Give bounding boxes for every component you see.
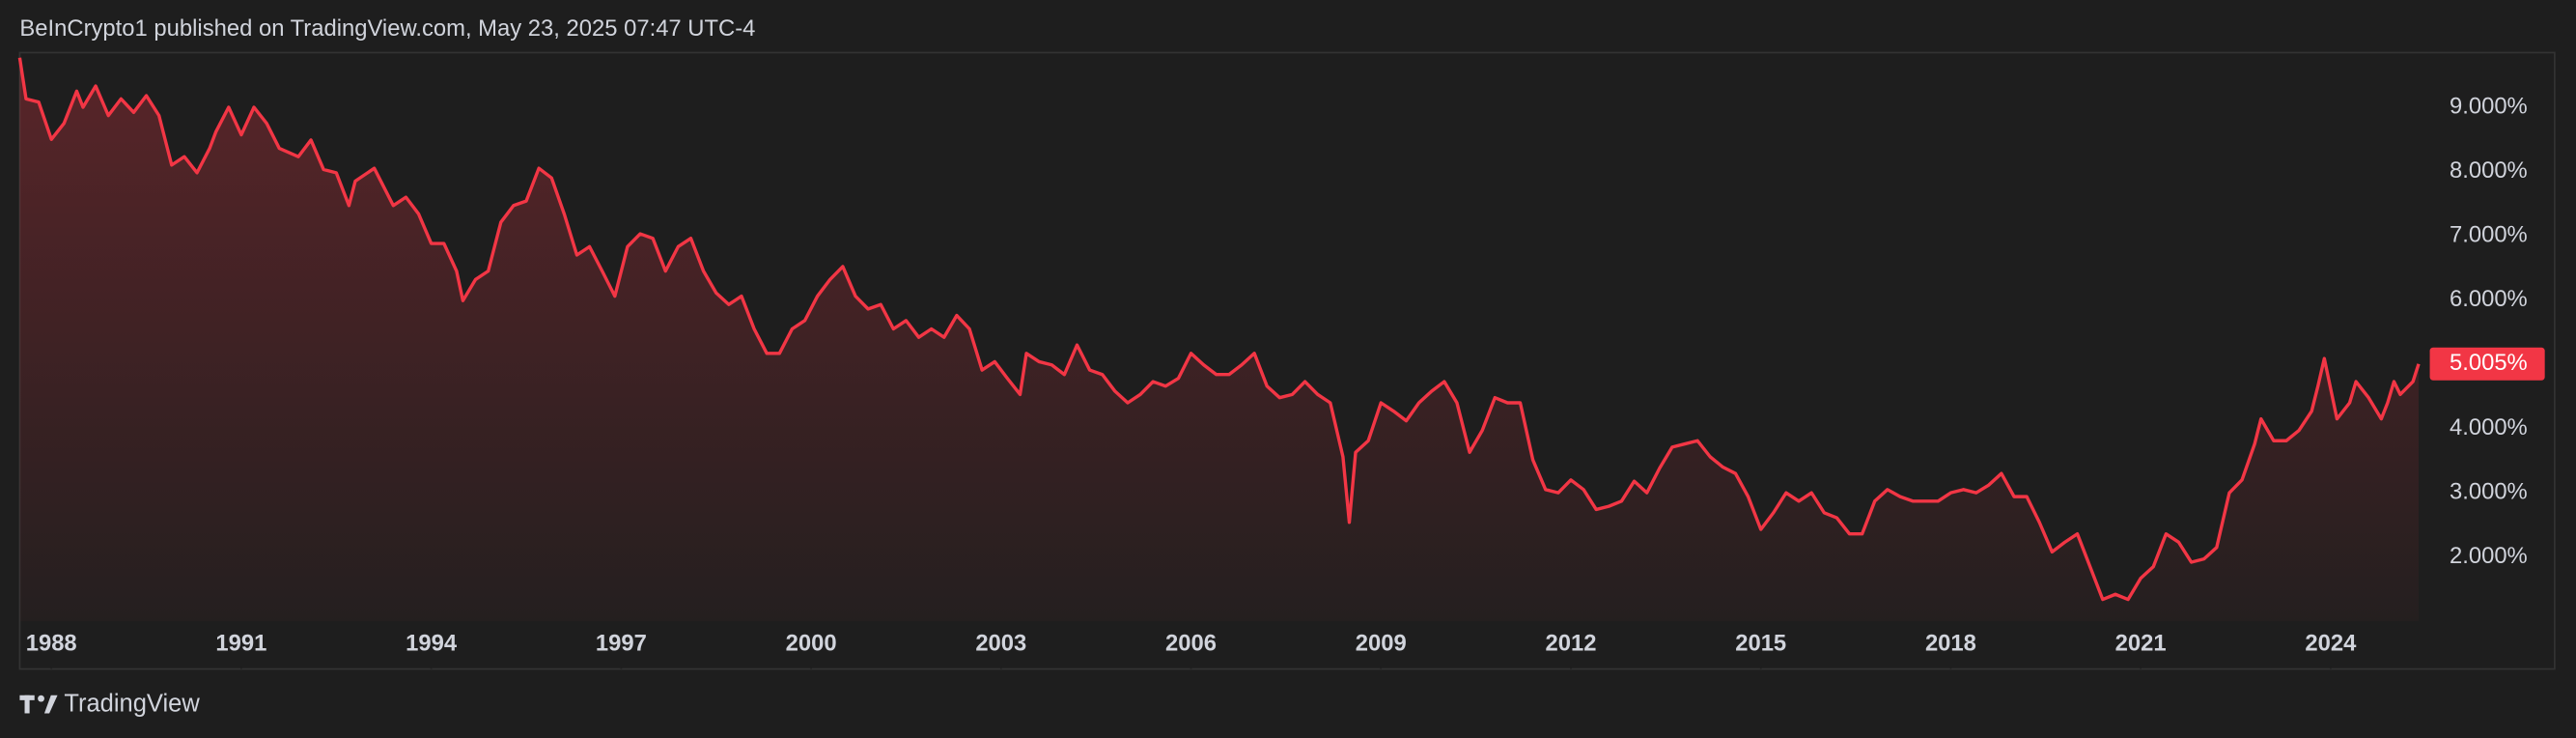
x-tick-label: 2000 (786, 630, 837, 656)
x-tick-label: 1994 (406, 630, 458, 656)
x-tick-label: 2015 (1735, 630, 1786, 656)
y-tick-label: 9.000% (2450, 93, 2528, 119)
x-tick-label: 1991 (215, 630, 266, 656)
line (17, 57, 2421, 602)
x-tick-label: 2024 (2305, 630, 2357, 656)
y-tick-label: 4.000% (2450, 414, 2528, 440)
x-tick-label: 2012 (1545, 630, 1596, 656)
area-fill (19, 57, 2420, 622)
header: BeInCrypto1 published on TradingView.com… (19, 15, 755, 42)
x-tick-label: 2009 (1356, 630, 1407, 656)
price-badge-label: 5.005% (2450, 350, 2528, 376)
x-tick-label: 1988 (26, 630, 77, 656)
y-tick-label: 6.000% (2450, 286, 2528, 312)
x-tick-label: 2021 (2115, 630, 2167, 656)
footer-brand: TradingView (64, 691, 200, 718)
x-tick-label: 1997 (596, 630, 647, 656)
y-tick-label: 2.000% (2450, 543, 2528, 569)
y-tick-label: 7.000% (2450, 221, 2528, 247)
x-tick-label: 2006 (1165, 630, 1217, 656)
y-tick-label: 8.000% (2450, 157, 2528, 184)
price-badge (2429, 347, 2545, 381)
x-tick-label: 2018 (1925, 630, 1976, 656)
y-tick-label: 3.000% (2450, 478, 2528, 504)
logo (19, 695, 58, 714)
x-tick-label: 2003 (975, 630, 1026, 656)
